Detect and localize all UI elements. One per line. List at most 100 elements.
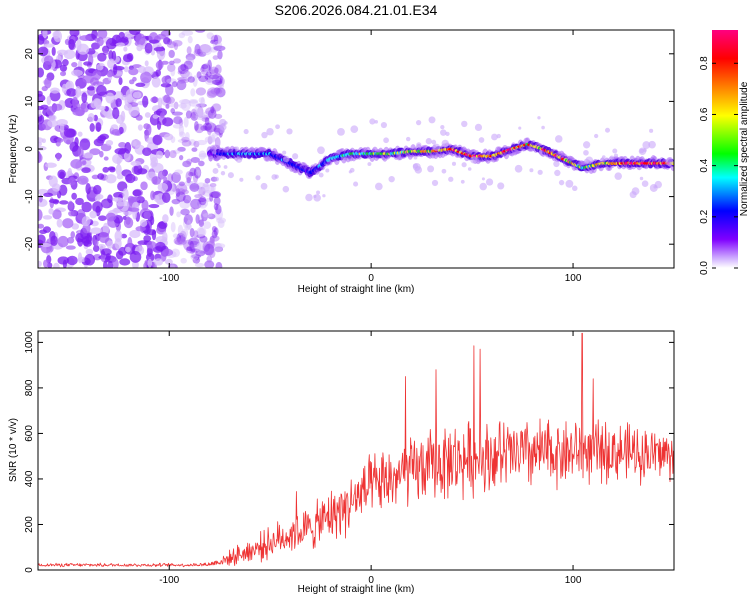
noise-blob [194, 105, 202, 116]
noise-blob [148, 203, 160, 209]
noise-blob [170, 136, 176, 144]
noise-blob [171, 172, 181, 184]
noise-blob [193, 230, 199, 239]
snr-ytick-label: 200 [24, 516, 35, 533]
track-speckle [665, 158, 674, 166]
noise-blob [44, 77, 52, 89]
noise-blob [202, 110, 214, 119]
noise-blob [85, 248, 94, 255]
noise-blob [152, 134, 163, 146]
noise-blob [59, 71, 67, 77]
noise-blob [97, 244, 106, 250]
noise-blob [172, 233, 179, 239]
noise-blob [122, 188, 129, 201]
noise-blob [209, 249, 216, 258]
noise-blob [210, 183, 216, 193]
noise-blob [190, 88, 196, 97]
noise-blob [209, 235, 215, 244]
noise-blob [213, 67, 219, 74]
noise-blob [66, 255, 78, 266]
track-speckle [316, 190, 321, 195]
noise-blob [111, 128, 121, 136]
noise-blob [155, 60, 164, 70]
track-speckle [235, 156, 243, 163]
noise-blob [80, 102, 87, 110]
noise-blob [150, 156, 159, 167]
noise-blob [192, 75, 198, 87]
noise-blob [77, 146, 84, 159]
noise-blob [207, 87, 219, 97]
noise-blob [119, 258, 131, 266]
noise-blob [178, 131, 186, 138]
noise-blob [207, 109, 217, 119]
track-speckle [481, 177, 485, 181]
noise-blob [218, 83, 225, 89]
noise-blob [93, 114, 98, 122]
noise-blob [211, 103, 222, 112]
colorbar-tick-label: 0.0 [699, 261, 710, 275]
noise-blob [57, 256, 69, 265]
spectrogram-xlabel: Height of straight line (km) [298, 284, 415, 295]
noise-blob [62, 59, 69, 67]
noise-blob [204, 243, 215, 256]
track-speckle [282, 185, 290, 193]
track-speckle [266, 127, 274, 136]
noise-blob [81, 160, 87, 165]
noise-blob [173, 58, 181, 64]
noise-blob [204, 260, 215, 268]
track-speckle [537, 116, 541, 120]
noise-blob [96, 63, 104, 71]
noise-blob [185, 53, 196, 61]
track-speckle [255, 175, 261, 181]
noise-blob [81, 167, 91, 174]
track-speckle [219, 118, 227, 127]
noise-blob [157, 199, 163, 205]
snr-ytick-label: 800 [24, 379, 35, 396]
noise-blob [214, 64, 222, 75]
noise-blob [61, 83, 68, 94]
noise-blob [79, 35, 92, 41]
track-speckle [539, 149, 543, 154]
track-speckle [537, 169, 543, 175]
track-speckle [353, 181, 359, 187]
noise-blob [178, 181, 186, 187]
noise-blob [143, 235, 152, 243]
noise-blob [135, 82, 146, 87]
spectrogram-ylabel: Frequency (Hz) [8, 115, 19, 184]
noise-blob [213, 196, 221, 206]
track-speckle [441, 168, 447, 174]
noise-blob [211, 132, 220, 137]
noise-blob [194, 194, 203, 199]
track-speckle [451, 161, 457, 166]
noise-blob [185, 132, 190, 141]
noise-blob [204, 62, 210, 75]
noise-blob [202, 182, 209, 188]
noise-blob [199, 43, 212, 54]
noise-blob [42, 215, 53, 220]
track-speckle [583, 149, 589, 156]
track-speckle [234, 146, 240, 152]
noise-blob [89, 148, 101, 156]
noise-blob [127, 207, 140, 212]
noise-blob [204, 117, 210, 126]
noise-blob [198, 150, 207, 160]
noise-blob [190, 253, 199, 261]
noise-blob [77, 175, 89, 185]
noise-blob [56, 218, 63, 228]
noise-blob [142, 147, 152, 156]
track-speckle [380, 121, 388, 129]
colorbar-tick-label: 0.2 [699, 209, 710, 223]
noise-blob [47, 119, 58, 128]
noise-blob [68, 177, 76, 186]
noise-blob [194, 262, 205, 268]
noise-blob [56, 152, 61, 162]
noise-blob [204, 177, 211, 184]
track-speckle [629, 191, 637, 199]
noise-blob [189, 243, 196, 254]
noise-blob [206, 90, 217, 99]
noise-blob [94, 239, 99, 247]
snr-xlabel: Height of straight line (km) [298, 584, 415, 595]
track-speckle [374, 182, 383, 191]
noise-blob [123, 151, 131, 162]
track-speckle [614, 172, 622, 180]
